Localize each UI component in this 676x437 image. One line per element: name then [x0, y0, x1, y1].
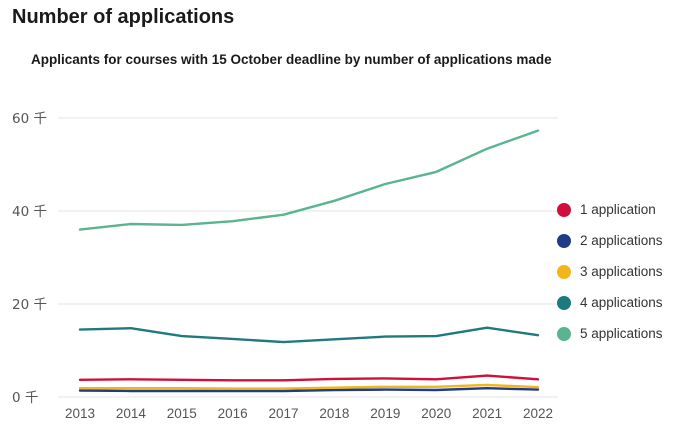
- y-tick-label: 60 千: [12, 111, 47, 127]
- series-line-2-applications: [78, 387, 540, 393]
- legend-item: 3 applications: [557, 256, 663, 287]
- legend-label: 2 applications: [580, 233, 663, 248]
- series-line-3-applications: [78, 383, 540, 390]
- page-title: Number of applications: [12, 6, 235, 28]
- x-tick-label: 2022: [523, 406, 553, 421]
- x-tick-label: 2017: [269, 406, 299, 421]
- chart-legend: 1 application 2 applications 3 application…: [557, 194, 663, 349]
- y-tick-label: 40 千: [12, 204, 47, 220]
- legend-label: 3 applications: [580, 264, 663, 279]
- legend-marker: [557, 264, 571, 279]
- legend-item: 2 applications: [557, 225, 663, 256]
- series-line-5-applications: [78, 129, 540, 231]
- x-tick-label: 2013: [65, 406, 95, 421]
- legend-item: 5 applications: [557, 318, 663, 349]
- x-tick-label: 2014: [116, 406, 147, 421]
- series-line-1-application: [78, 374, 540, 382]
- chart-subtitle: Applicants for courses with 15 October d…: [31, 52, 552, 67]
- legend-marker: [557, 202, 571, 217]
- legend-label: 4 applications: [580, 295, 663, 310]
- legend-label: 5 applications: [580, 326, 663, 341]
- x-tick-label: 2015: [167, 406, 197, 421]
- series-line-4-applications: [78, 326, 540, 344]
- x-tick-label: 2018: [319, 406, 349, 421]
- x-tick-label: 2020: [421, 406, 451, 421]
- x-tick-label: 2016: [218, 406, 248, 421]
- x-tick-label: 2019: [370, 406, 400, 421]
- legend-item: 4 applications: [557, 287, 663, 318]
- legend-marker: [557, 295, 571, 310]
- y-tick-label: 0 千: [12, 390, 38, 406]
- legend-marker: [557, 326, 571, 341]
- x-tick-label: 2021: [472, 406, 502, 421]
- legend-label: 1 application: [580, 202, 656, 217]
- y-tick-label: 20 千: [12, 297, 47, 313]
- legend-item: 1 application: [557, 194, 663, 225]
- legend-marker: [557, 233, 571, 248]
